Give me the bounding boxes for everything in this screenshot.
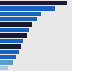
Bar	[0, 50, 19, 54]
Bar	[0, 22, 32, 27]
Bar	[0, 44, 21, 49]
Bar	[0, 60, 13, 65]
Bar	[0, 66, 8, 70]
Bar	[0, 17, 37, 21]
Bar	[0, 33, 26, 38]
Bar	[0, 28, 29, 32]
Bar	[0, 1, 67, 5]
Bar	[0, 12, 41, 16]
Bar	[0, 39, 24, 43]
Bar	[0, 55, 16, 59]
Bar	[0, 6, 55, 11]
